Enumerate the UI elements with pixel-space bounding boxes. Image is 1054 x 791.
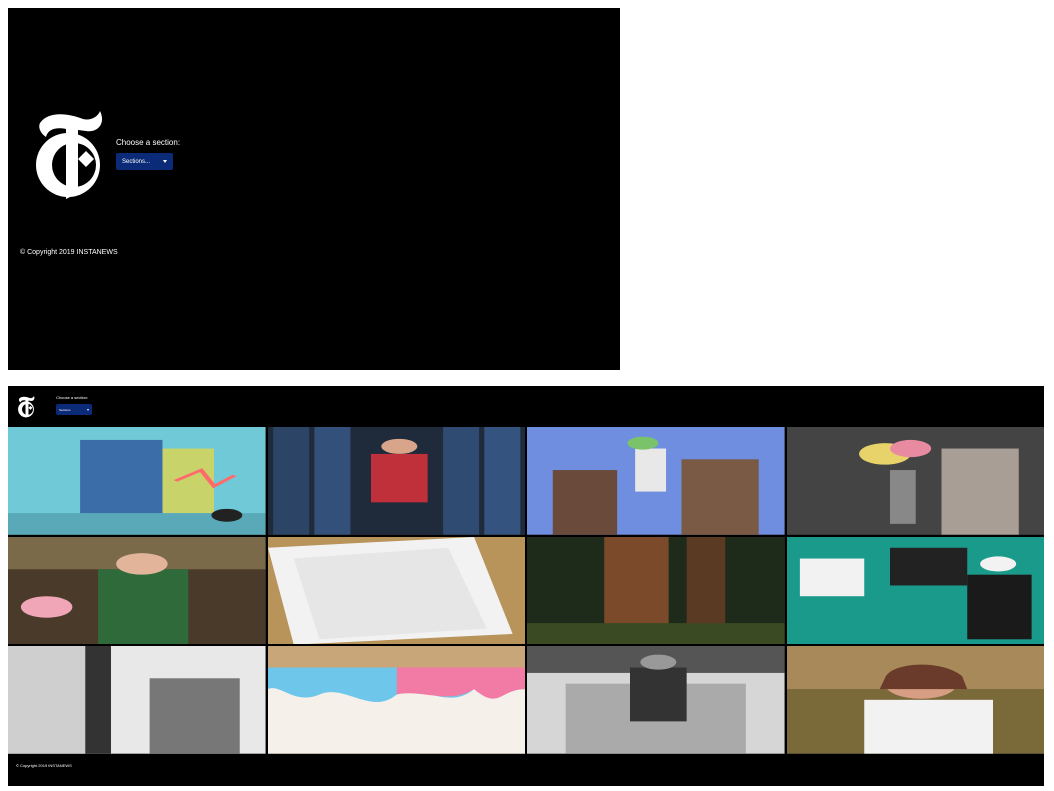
article-tile-woman-with-flowers[interactable]	[786, 427, 1044, 535]
sections-dropdown-value: Sections...	[122, 158, 151, 165]
sections-dropdown[interactable]: Sections...	[116, 153, 173, 170]
article-tile-smiling-woman[interactable]	[786, 646, 1044, 754]
choose-section-label: Choose a section:	[56, 395, 89, 400]
article-image	[786, 646, 1044, 754]
choose-section-label: Choose a section:	[116, 138, 181, 147]
article-image	[8, 646, 266, 754]
loaded-articles-panel: Choose a section: Sections	[8, 386, 1044, 786]
article-tile-bw-woman-ties[interactable]	[8, 646, 266, 754]
article-tile-teal-illustration[interactable]	[786, 536, 1044, 645]
initial-landing-panel: Choose a section: Sections... © Copyrigh…	[8, 8, 620, 370]
article-image	[267, 536, 525, 645]
article-image	[267, 427, 525, 535]
sections-dropdown[interactable]: Sections	[56, 404, 92, 415]
article-tile-people-drinking[interactable]	[527, 427, 785, 535]
copyright-text: © Copyright 2019 INSTANEWS	[16, 763, 72, 768]
article-tile-woman-in-shop[interactable]	[8, 536, 266, 645]
nyt-t-logo-icon[interactable]	[28, 103, 108, 208]
article-tile-drip-cake[interactable]	[267, 646, 525, 754]
chevron-down-icon	[163, 160, 167, 163]
article-tile-person-with-jeans[interactable]	[267, 427, 525, 535]
article-tile-white-envelopes[interactable]	[267, 536, 525, 645]
article-tile-bw-woman-sofa[interactable]	[527, 646, 785, 754]
article-image	[8, 536, 266, 645]
article-tile-redwood-forest[interactable]	[527, 536, 785, 645]
sections-dropdown-value: Sections	[59, 407, 71, 412]
article-image	[267, 646, 525, 754]
copyright-text: © Copyright 2019 INSTANEWS	[20, 249, 118, 256]
article-image	[8, 427, 266, 535]
article-image	[786, 536, 1044, 645]
article-image	[527, 646, 785, 754]
article-image	[527, 536, 785, 645]
article-tile-illustration-building[interactable]	[8, 427, 266, 535]
article-image	[786, 427, 1044, 535]
nyt-t-logo-icon[interactable]	[16, 394, 36, 420]
article-image	[527, 427, 785, 535]
article-grid	[8, 427, 1044, 754]
chevron-down-icon	[87, 408, 89, 411]
